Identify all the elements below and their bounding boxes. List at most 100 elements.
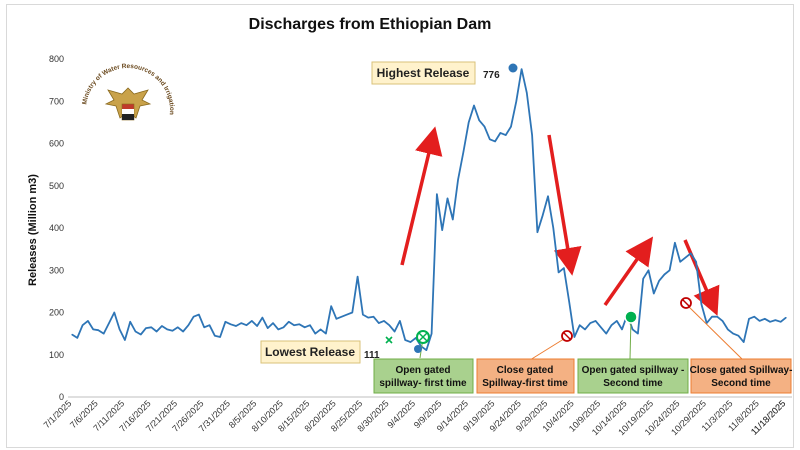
data-point bbox=[187, 324, 189, 326]
data-point bbox=[134, 330, 137, 333]
data-point bbox=[71, 333, 73, 336]
x-tick-label: 9/4/2025 bbox=[385, 398, 417, 430]
data-point bbox=[774, 319, 777, 321]
data-point bbox=[282, 326, 285, 328]
y-tick-labels: 0 100 200 300 400 500 600 700 800 bbox=[49, 54, 64, 402]
data-point bbox=[595, 320, 597, 322]
data-point bbox=[399, 320, 401, 322]
data-point bbox=[108, 322, 110, 324]
data-point bbox=[642, 278, 644, 280]
data-point bbox=[743, 341, 745, 343]
data-point bbox=[473, 104, 475, 107]
data-point bbox=[113, 311, 115, 314]
data-point bbox=[531, 134, 533, 136]
data-point bbox=[563, 267, 565, 269]
data-point bbox=[267, 327, 269, 329]
data-point bbox=[182, 330, 184, 333]
data-point bbox=[589, 322, 591, 324]
y-axis-label: Releases (Million m3) bbox=[27, 174, 39, 286]
x-tick-label: 7/1/2025 bbox=[42, 398, 74, 430]
data-point bbox=[383, 320, 385, 322]
event-box-open-2-line1: Open gated spillway - bbox=[582, 365, 685, 376]
y-tick-label: 500 bbox=[49, 181, 64, 191]
data-point bbox=[256, 325, 258, 327]
data-point bbox=[579, 324, 581, 326]
data-point bbox=[510, 126, 512, 128]
y-tick-label: 200 bbox=[49, 308, 64, 318]
data-point bbox=[124, 339, 126, 341]
event-box-close-1-line1: Close gated bbox=[497, 365, 554, 376]
fall-arrow-1 bbox=[547, 134, 582, 276]
y-tick-label: 800 bbox=[49, 54, 64, 64]
data-point bbox=[129, 321, 131, 323]
x-tick-labels: 7/1/20257/6/20257/11/20257/16/20257/21/2… bbox=[42, 398, 788, 437]
data-point bbox=[87, 320, 89, 322]
data-point bbox=[632, 328, 634, 330]
rise-arrow-1 bbox=[400, 126, 443, 266]
data-point bbox=[230, 323, 232, 325]
event-box-close-2: Close gated Spillway- Second time bbox=[690, 358, 793, 394]
data-point bbox=[304, 326, 306, 328]
lowest-release-value: 111 bbox=[364, 350, 380, 361]
data-point bbox=[372, 316, 375, 318]
data-point bbox=[193, 316, 195, 318]
open-spillway-marker-2 bbox=[624, 310, 638, 324]
data-point bbox=[351, 311, 353, 314]
data-point bbox=[319, 328, 322, 330]
data-point bbox=[388, 324, 390, 326]
fall-arrow-2 bbox=[683, 239, 720, 316]
data-point bbox=[732, 333, 734, 335]
event-box-open-1-line2: spillway- first time bbox=[379, 378, 467, 389]
data-point bbox=[357, 275, 359, 278]
highest-release-box bbox=[371, 61, 476, 85]
data-points bbox=[71, 68, 787, 351]
data-point bbox=[653, 292, 655, 295]
chart-frame bbox=[6, 4, 794, 448]
data-point bbox=[362, 314, 364, 316]
data-point bbox=[288, 321, 290, 323]
data-point bbox=[97, 329, 100, 331]
event-box-close-2-line1: Close gated Spillway- bbox=[690, 365, 793, 376]
data-point bbox=[245, 324, 248, 326]
data-point bbox=[499, 132, 501, 134]
eagle-emblem-icon bbox=[104, 87, 152, 121]
data-point bbox=[309, 324, 311, 326]
data-point bbox=[663, 273, 665, 276]
data-point bbox=[515, 100, 517, 102]
data-point bbox=[330, 305, 332, 307]
y-tick-label: 300 bbox=[49, 265, 64, 275]
data-point bbox=[140, 333, 142, 336]
data-point bbox=[658, 280, 660, 282]
data-point bbox=[314, 333, 316, 335]
data-point bbox=[462, 151, 464, 153]
highest-point-marker bbox=[508, 63, 518, 73]
data-point bbox=[367, 316, 369, 319]
data-point bbox=[637, 333, 639, 335]
rise-arrow-2 bbox=[603, 236, 654, 307]
data-point bbox=[536, 231, 539, 233]
data-point bbox=[441, 229, 443, 231]
leader-close-1 bbox=[529, 336, 568, 361]
data-point bbox=[277, 328, 279, 330]
data-point bbox=[457, 178, 459, 181]
y-tick-label: 100 bbox=[49, 350, 64, 360]
lowest-release-label: Lowest Release bbox=[265, 345, 355, 359]
open-spillway-marker-1 bbox=[416, 330, 430, 344]
data-point bbox=[145, 327, 147, 329]
event-box-close-2-line2: Second time bbox=[711, 378, 771, 389]
data-point bbox=[727, 328, 729, 330]
data-point bbox=[557, 271, 560, 273]
data-point bbox=[251, 320, 253, 322]
data-point bbox=[769, 321, 771, 323]
leader-close-2 bbox=[685, 303, 743, 360]
lowest-point-marker bbox=[385, 336, 422, 353]
data-point bbox=[261, 316, 263, 319]
data-point bbox=[748, 318, 750, 320]
data-point bbox=[335, 318, 338, 320]
highest-release-label: Highest Release bbox=[377, 66, 470, 80]
data-point bbox=[684, 256, 687, 259]
data-point bbox=[394, 330, 396, 333]
leader-open-2 bbox=[629, 317, 632, 360]
data-point bbox=[547, 195, 549, 197]
data-point bbox=[753, 316, 755, 318]
